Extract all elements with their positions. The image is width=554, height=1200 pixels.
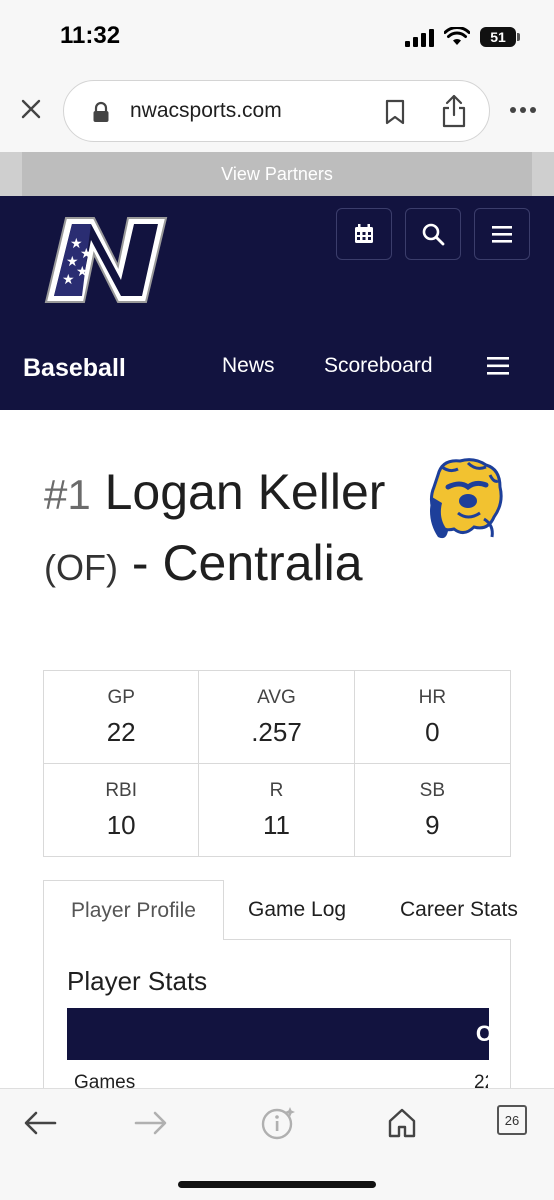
stats-header-text: O	[475, 1021, 489, 1046]
sport-title[interactable]: Baseball	[23, 354, 126, 382]
status-icons: 51	[405, 24, 520, 50]
stat-value: 10	[106, 809, 136, 840]
svg-text:★: ★	[80, 246, 93, 262]
panel-title: Player Stats	[67, 966, 208, 996]
stat-label: AVG	[257, 687, 296, 708]
stat-hr: HR 0	[354, 671, 510, 764]
sport-menu-icon[interactable]	[486, 356, 510, 376]
tabs-count-button[interactable]: 26	[497, 1105, 527, 1135]
main-menu-button[interactable]	[474, 208, 530, 260]
url-text: nwacsports.com	[130, 99, 282, 122]
browser-toolbar: 26	[0, 1088, 554, 1200]
player-last-name: Keller	[257, 464, 386, 520]
tab-game-log[interactable]: Game Log	[248, 898, 347, 921]
stat-rbi: RBI 10	[44, 763, 200, 856]
tab-career-stats[interactable]: Career Stats	[400, 898, 518, 921]
player-heading: #1 Logan Keller (OF) - Centralia	[44, 458, 404, 602]
stats-table-header: O	[67, 1008, 489, 1060]
stat-avg: AVG .257	[199, 671, 355, 764]
browser-url-row: nwacsports.com	[0, 72, 554, 152]
search-button[interactable]	[405, 208, 461, 260]
address-bar[interactable]: nwacsports.com	[63, 80, 490, 142]
more-options-icon[interactable]	[508, 100, 538, 120]
cellular-signal-icon	[405, 27, 434, 47]
stat-label: RBI	[105, 779, 137, 801]
stat-label: HR	[418, 687, 447, 708]
info-sparkle-icon	[261, 1107, 295, 1140]
player-profile-panel: Player Stats O Games 22	[43, 939, 511, 1099]
hamburger-icon	[492, 226, 512, 243]
calendar-icon	[355, 224, 373, 243]
home-indicator	[178, 1181, 376, 1188]
stat-r: R 11	[199, 763, 355, 856]
close-icon[interactable]	[16, 94, 46, 124]
stat-label: R	[269, 779, 284, 801]
nwac-logo[interactable]: ★ ★ ★ ★ ★	[44, 214, 168, 306]
stat-label: GP	[107, 687, 135, 708]
stats-row-label: Games	[74, 1072, 136, 1093]
search-icon	[422, 223, 445, 246]
player-position: (OF)	[44, 547, 118, 588]
stat-value: 11	[262, 809, 290, 840]
tab-player-profile[interactable]: Player Profile	[43, 880, 224, 940]
site-header: ★ ★ ★ ★ ★ Baseball News Scoreboard	[0, 196, 554, 410]
player-first-name: Logan	[104, 464, 244, 520]
lock-icon	[93, 101, 109, 122]
partners-banner: View Partners	[0, 152, 554, 196]
stat-gp: GP 22	[44, 671, 200, 764]
stat-label: SB	[419, 779, 445, 801]
svg-text:★: ★	[62, 272, 75, 288]
home-icon	[388, 1108, 416, 1138]
stats-row-value: 22	[474, 1072, 488, 1093]
stat-value: 9	[425, 809, 440, 840]
status-bar: 11:32 51	[0, 0, 554, 72]
view-partners-button[interactable]: View Partners	[22, 152, 532, 196]
svg-text:★: ★	[66, 254, 79, 270]
arrow-left-icon	[24, 1111, 57, 1135]
page-info-button[interactable]	[260, 1105, 296, 1141]
stat-value: 22	[106, 717, 136, 747]
calendar-button[interactable]	[336, 208, 392, 260]
bookmark-icon[interactable]	[380, 97, 410, 127]
nav-news-link[interactable]: News	[222, 354, 275, 377]
wifi-icon	[444, 27, 470, 45]
svg-text:★: ★	[70, 236, 83, 252]
back-button[interactable]	[22, 1105, 58, 1141]
profile-tabs: Player Profile Game Log Career Stats	[43, 880, 554, 940]
svg-text:★: ★	[76, 264, 89, 280]
nav-scoreboard-link[interactable]: Scoreboard	[324, 354, 433, 377]
stat-value: 0	[425, 717, 440, 747]
stat-sb: SB 9	[355, 764, 510, 857]
forward-button[interactable]	[133, 1105, 169, 1141]
player-team[interactable]: Centralia	[162, 535, 363, 591]
battery-icon: 51	[480, 27, 520, 47]
arrow-right-icon	[134, 1111, 167, 1135]
share-icon[interactable]	[438, 93, 470, 129]
status-time: 11:32	[60, 22, 121, 49]
home-button[interactable]	[384, 1105, 420, 1141]
heading-dash: -	[131, 535, 149, 591]
stat-value: .257	[251, 717, 302, 747]
stat-summary-grid: GP 22 AVG .257 HR 0 RBI 10 R 11 SB 9	[43, 670, 511, 857]
player-number: #1	[44, 471, 91, 518]
team-logo[interactable]	[428, 457, 504, 543]
